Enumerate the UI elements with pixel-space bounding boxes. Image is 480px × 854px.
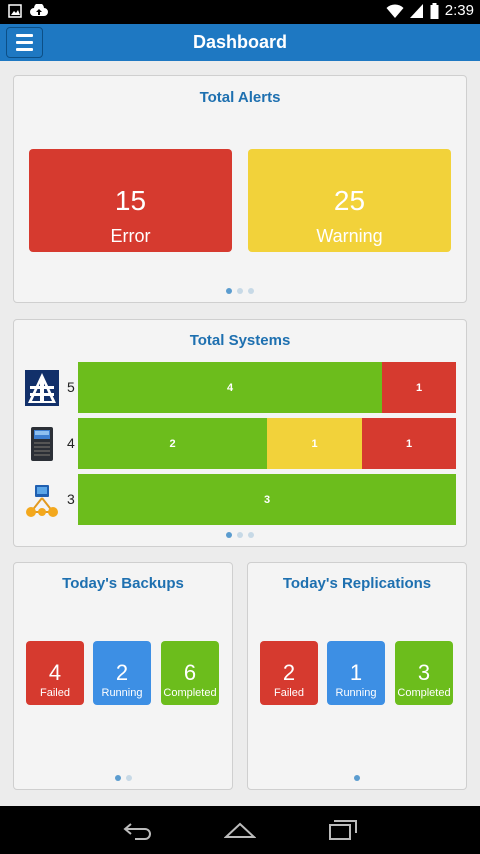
system-row[interactable]: 5 4 1 — [14, 362, 479, 413]
image-notification-icon — [8, 4, 22, 18]
home-icon[interactable] — [224, 820, 256, 840]
menu-button[interactable] — [6, 27, 43, 58]
ok-segment: 3 — [78, 474, 456, 525]
network-nodes-icon — [26, 485, 58, 517]
system-count: 5 — [67, 379, 75, 395]
hamburger-icon-line — [16, 34, 33, 37]
replications-running-count: 1 — [349, 660, 363, 685]
server-icon — [31, 427, 53, 461]
page-indicator[interactable] — [14, 775, 232, 781]
total-systems-card: Total Systems 5 4 1 4 2 1 — [13, 319, 467, 547]
battery-icon — [430, 2, 439, 19]
back-icon[interactable] — [123, 820, 153, 840]
backups-failed-tile[interactable]: 4 Failed — [26, 641, 84, 705]
warning-label: Warning — [316, 226, 383, 246]
todays-backups-title: Today's Backups — [62, 575, 184, 592]
appassure-logo-icon — [25, 370, 59, 406]
backups-completed-count: 6 — [183, 660, 197, 685]
recent-apps-icon[interactable] — [329, 819, 359, 841]
hamburger-icon-line — [16, 41, 33, 44]
warning-count: 25 — [333, 185, 366, 216]
replications-running-tile[interactable]: 1 Running — [327, 641, 385, 705]
warning-alert-tile[interactable]: 25 Warning — [248, 149, 451, 252]
replications-completed-label: Completed — [397, 687, 451, 699]
system-count: 3 — [67, 491, 75, 507]
todays-replications-card: Today's Replications 2 Failed 1 Running … — [247, 562, 467, 790]
status-bar: 2:39 — [0, 0, 480, 24]
system-status-bar: 3 — [78, 474, 456, 525]
error-segment: 1 — [382, 362, 456, 413]
ok-segment: 4 — [78, 362, 382, 413]
wifi-icon — [386, 3, 404, 18]
backups-failed-label: Failed — [40, 687, 70, 699]
page-indicator[interactable] — [14, 288, 466, 294]
system-count: 4 — [67, 435, 75, 451]
replications-completed-tile[interactable]: 3 Completed — [395, 641, 453, 705]
hamburger-icon-line — [16, 48, 33, 51]
todays-replications-title: Today's Replications — [282, 575, 432, 592]
replications-failed-label: Failed — [274, 687, 304, 699]
replications-failed-tile[interactable]: 2 Failed — [260, 641, 318, 705]
page-indicator[interactable] — [248, 775, 466, 781]
error-label: Error — [110, 226, 151, 246]
clock: 2:39 — [444, 2, 474, 19]
page-indicator[interactable] — [14, 532, 466, 538]
replications-completed-count: 3 — [417, 660, 431, 685]
cloud-upload-icon — [30, 4, 48, 16]
total-systems-title: Total Systems — [189, 332, 291, 349]
system-status-bar: 4 1 — [78, 362, 456, 413]
total-alerts-title: Total Alerts — [199, 89, 281, 106]
page-dot — [237, 532, 243, 538]
error-count: 15 — [114, 185, 147, 216]
backups-running-tile[interactable]: 2 Running — [93, 641, 151, 705]
page-dot — [248, 532, 254, 538]
page-dot — [226, 288, 232, 294]
backups-running-count: 2 — [115, 660, 129, 685]
ok-segment: 2 — [78, 418, 267, 469]
app-bar: Dashboard — [0, 24, 480, 61]
backups-completed-tile[interactable]: 6 Completed — [161, 641, 219, 705]
cell-signal-icon — [409, 3, 423, 18]
page-dot — [114, 775, 121, 781]
page-dot — [125, 775, 132, 781]
system-row[interactable]: 3 3 — [14, 474, 479, 525]
backups-failed-count: 4 — [48, 660, 62, 685]
system-row[interactable]: 4 2 1 1 — [14, 418, 479, 469]
warning-segment: 1 — [267, 418, 362, 469]
todays-backups-card: Today's Backups 4 Failed 2 Running 6 Com… — [13, 562, 233, 790]
page-title: Dashboard — [192, 32, 288, 52]
replications-failed-count: 2 — [282, 660, 296, 685]
page-dot — [248, 288, 254, 294]
error-alert-tile[interactable]: 15 Error — [29, 149, 232, 252]
backups-running-label: Running — [101, 687, 143, 699]
page-dot — [226, 532, 232, 538]
page-dot — [237, 288, 243, 294]
error-segment: 1 — [362, 418, 456, 469]
backups-completed-label: Completed — [163, 687, 217, 699]
system-status-bar: 2 1 1 — [78, 418, 456, 469]
navigation-bar — [0, 806, 480, 854]
page-dot — [354, 775, 360, 781]
replications-running-label: Running — [335, 687, 377, 699]
total-alerts-card: Total Alerts 15 Error 25 Warning — [13, 75, 467, 303]
